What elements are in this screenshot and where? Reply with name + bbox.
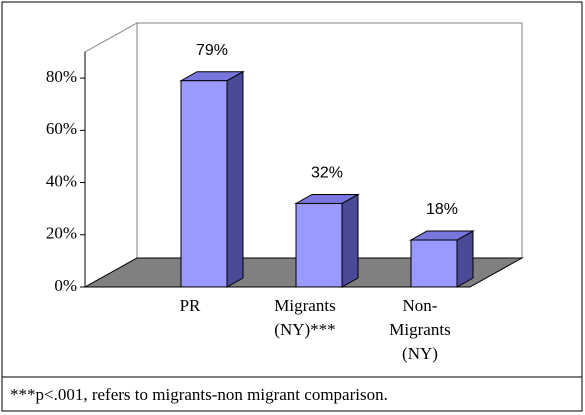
bar-side [456, 230, 474, 288]
y-tick-label: 60% [46, 119, 77, 138]
value-label: 18% [426, 201, 458, 218]
bar-side [226, 70, 244, 288]
value-label: 32% [311, 165, 343, 182]
bar [180, 80, 228, 288]
x-tick-label-line: Migrants [274, 296, 335, 315]
bar [410, 239, 458, 288]
x-tick-label-line: Non- [403, 296, 438, 315]
x-tick-label-line: Migrants [389, 320, 450, 339]
x-tick-label: PR [180, 296, 201, 315]
y-tick-label: 0% [54, 276, 77, 295]
x-tick-label-line: (NY)*** [274, 320, 335, 339]
side-wall [84, 22, 138, 288]
x-tick-label-line: PR [180, 296, 201, 315]
value-label: 79% [196, 42, 228, 59]
x-tick-label: Non- Migrants (NY) [389, 296, 450, 363]
bar-side [341, 193, 359, 288]
x-tick-label: Migrants (NY)*** [274, 296, 335, 339]
footnote: ***p<.001, refers to migrants-non migran… [10, 385, 388, 404]
y-tick-label: 40% [46, 171, 77, 190]
y-tick-label: 80% [46, 67, 77, 86]
y-tick-label: 20% [46, 224, 77, 243]
x-tick-label-line: (NY) [402, 344, 438, 363]
bar [295, 202, 343, 288]
